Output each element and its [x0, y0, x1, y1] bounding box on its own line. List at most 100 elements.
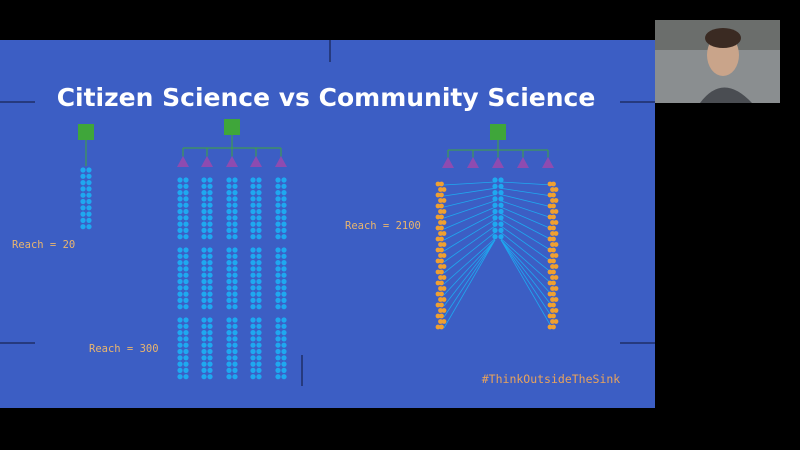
person [226, 190, 232, 196]
person [553, 297, 559, 302]
person [547, 269, 553, 275]
person [226, 260, 232, 266]
person [256, 342, 262, 348]
reach-label: Reach = 2100 [345, 220, 421, 232]
person [183, 348, 189, 355]
person [226, 177, 232, 183]
person [207, 227, 213, 233]
link [500, 181, 553, 186]
person [438, 231, 443, 236]
person [553, 209, 559, 214]
person [232, 285, 238, 291]
person [498, 227, 504, 233]
person [275, 221, 281, 227]
person [281, 190, 287, 196]
person [256, 285, 262, 291]
person [256, 297, 262, 303]
person [551, 181, 556, 187]
person [250, 323, 256, 329]
person [550, 231, 555, 236]
person [183, 227, 189, 233]
person [226, 266, 232, 272]
node [275, 156, 287, 167]
person [551, 258, 556, 264]
person [547, 181, 553, 187]
person [183, 260, 189, 266]
person [226, 323, 232, 329]
person [250, 348, 256, 355]
person [226, 355, 232, 361]
person [256, 183, 262, 189]
person [498, 234, 504, 240]
person [177, 227, 183, 233]
person [201, 285, 207, 291]
link [500, 239, 553, 307]
person [201, 355, 207, 361]
person [256, 234, 262, 240]
person [183, 202, 189, 208]
person [435, 258, 441, 264]
person [492, 227, 498, 233]
link [443, 238, 496, 285]
person [177, 304, 183, 310]
person [441, 319, 447, 324]
person [275, 202, 281, 208]
person [250, 208, 256, 215]
person [281, 260, 287, 266]
person [492, 202, 498, 208]
link [500, 232, 553, 274]
person [435, 203, 441, 209]
person [201, 260, 207, 266]
person [550, 220, 555, 225]
person [232, 215, 238, 221]
person [281, 183, 287, 189]
person [183, 304, 189, 310]
person [250, 272, 256, 278]
person [439, 280, 444, 286]
person [226, 348, 232, 355]
person [547, 214, 553, 220]
person [275, 317, 281, 323]
person [439, 203, 444, 209]
person [256, 317, 262, 323]
person [201, 227, 207, 233]
person [547, 302, 553, 308]
person [441, 209, 447, 214]
person [80, 167, 86, 173]
person [177, 374, 183, 380]
person [256, 221, 262, 227]
person [281, 374, 287, 380]
person [226, 196, 232, 202]
person [256, 266, 262, 272]
person [256, 374, 262, 380]
person [207, 291, 213, 297]
person [553, 242, 559, 247]
person [550, 198, 555, 203]
person [275, 278, 281, 285]
person [250, 183, 256, 189]
person [256, 215, 262, 221]
person [551, 291, 556, 297]
person [435, 236, 441, 242]
person [275, 234, 281, 240]
link [443, 200, 496, 219]
person [275, 291, 281, 297]
person [201, 323, 207, 329]
person [207, 196, 213, 202]
person [275, 208, 281, 215]
person [201, 234, 207, 240]
person [232, 355, 238, 361]
person [435, 269, 441, 275]
person [207, 247, 213, 253]
person [207, 285, 213, 291]
person [281, 234, 287, 240]
person [80, 205, 86, 211]
link [500, 238, 553, 285]
person [275, 342, 281, 348]
person [275, 336, 281, 342]
person [201, 342, 207, 348]
person [226, 285, 232, 291]
hub [224, 119, 240, 135]
person [256, 196, 262, 202]
